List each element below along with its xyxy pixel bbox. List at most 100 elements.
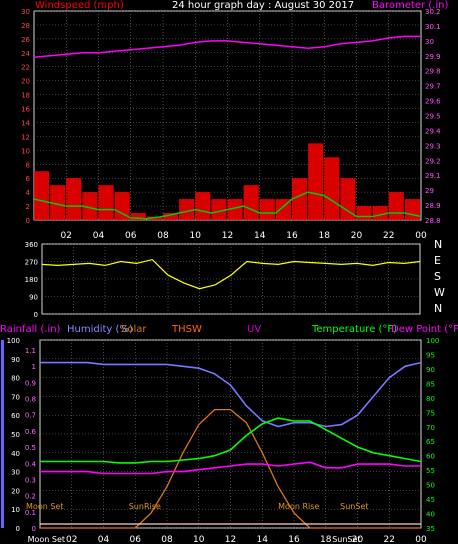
rain-tick-label: 0.2 [25, 493, 36, 501]
temperature-tick-label: 70 [426, 424, 435, 432]
rain-tick-label: 0.5 [25, 444, 36, 452]
temperature-tick-label: 90 [426, 366, 435, 374]
x-tick-label: 18 [319, 231, 331, 241]
direction-tick-label: 90 [29, 294, 38, 302]
dewpoint-line [40, 461, 421, 475]
x-tick-label: 02 [61, 231, 72, 241]
compass-label: N [434, 238, 442, 251]
wind-tick-label: 14 [21, 119, 30, 127]
wind-tick-label: 10 [21, 147, 30, 155]
temperature-tick-label: 80 [426, 395, 435, 403]
temperature-tick-label: 60 [426, 453, 435, 461]
barometer-tick-label: 28.8 [425, 217, 441, 225]
wind-axis-label: Windspeed (mph) [35, 0, 124, 11]
temperature-line [40, 417, 422, 464]
x-tick-label: 14 [254, 231, 266, 241]
barometer-tick-label: 29 [425, 187, 434, 195]
wind-speed-bar [308, 143, 324, 220]
dewpoint-axis-label: Dew Point (°F) [391, 324, 458, 335]
x-tick-label: 00 [415, 231, 427, 241]
wind-speed-bar [259, 199, 275, 220]
x-tick-label: 20 [351, 231, 363, 241]
humidity-tick-label: 40 [11, 450, 20, 458]
wind-direction-line [41, 258, 421, 290]
wind-speed-bar [34, 171, 50, 220]
x-tick-label: 06 [130, 535, 142, 544]
wind-speed-bar [227, 199, 243, 220]
humidity-line [40, 361, 422, 428]
x-tick-label: 12 [225, 535, 236, 544]
wind-speed-bar [82, 192, 98, 220]
wind-speed-bar [211, 199, 227, 220]
wind-tick-label: 0 [26, 217, 30, 225]
wind-tick-label: 16 [21, 106, 30, 114]
x-tick-label: 22 [383, 231, 394, 241]
x-tick-label: 08 [161, 535, 173, 544]
rain-tick-label: 0.9 [25, 379, 36, 387]
x-tick-label: 08 [157, 231, 169, 241]
sun-moon-annotation: Moon Set [28, 535, 65, 544]
rain-tick-label: 0.7 [25, 412, 36, 420]
temperature-tick-label: 35 [426, 525, 435, 533]
rain-tick-label: 0 [32, 525, 36, 533]
temperature-tick-label: 50 [426, 482, 435, 490]
barometer-tick-label: 29.8 [425, 68, 441, 76]
wind-tick-label: 12 [21, 133, 30, 141]
x-tick-label: 10 [193, 535, 205, 544]
rain-scale-bar [1, 340, 4, 528]
wind-tick-label: 24 [21, 50, 30, 58]
temperature-tick-label: 45 [426, 496, 435, 504]
wind-speed-bar [275, 199, 291, 220]
wind-speed-bar [195, 192, 211, 220]
wind-tick-label: 2 [26, 203, 30, 211]
solar-line [40, 408, 421, 529]
sun-moon-annotation: Moon Set [26, 502, 63, 511]
wind-speed-bar [324, 157, 340, 220]
compass-label: W [434, 286, 445, 299]
temperature-tick-label: 85 [426, 380, 435, 388]
barometer-tick-label: 30.1 [425, 23, 441, 31]
sun-moon-annotation: SunSet [340, 502, 368, 511]
compass-label: S [434, 270, 441, 283]
wind-tick-label: 28 [21, 22, 30, 30]
temperature-tick-label: 75 [426, 409, 435, 417]
direction-tick-label: 180 [25, 276, 38, 284]
barometer-tick-label: 28.9 [425, 202, 441, 210]
wind-tick-label: 8 [26, 161, 30, 169]
x-tick-label: 02 [66, 535, 77, 544]
barometer-tick-label: 29.3 [425, 142, 441, 150]
temperature-tick-label: 55 [426, 467, 435, 475]
x-tick-label: 16 [286, 231, 298, 241]
temperature-tick-label: 100 [426, 337, 439, 345]
barometer-axis-label: Barometer (.in) [372, 0, 448, 11]
x-tick-label: 04 [98, 535, 110, 544]
direction-tick-label: 0 [34, 311, 38, 319]
wind-gust-line [33, 191, 422, 220]
x-tick-label: 00 [415, 535, 427, 544]
barometer-tick-label: 29.7 [425, 83, 441, 91]
barometer-tick-label: 30.2 [425, 8, 441, 16]
humidity-tick-label: 30 [11, 469, 20, 477]
wind-speed-bar [388, 192, 404, 220]
wind-tick-label: 18 [21, 92, 30, 100]
rain-axis-label: Rainfall (.in) [0, 324, 61, 335]
humidity-tick-label: 80 [11, 375, 20, 383]
rain-tick-label: 0.8 [25, 396, 36, 404]
chart-title: 24 hour graph day : August 30 2017 [172, 0, 354, 11]
humidity-tick-label: 10 [11, 506, 20, 514]
thsw-axis-label: THSW [171, 324, 202, 335]
wind-speed-bar [372, 206, 388, 220]
sun-moon-annotation: SunRise [129, 502, 161, 511]
barometer-tick-label: 29.6 [425, 98, 441, 106]
uv-axis-label: UV [247, 324, 261, 335]
rain-tick-label: 0.4 [25, 460, 37, 468]
sun-moon-annotation: SunSet [332, 535, 360, 544]
wind-tick-label: 22 [21, 64, 30, 72]
humidity-tick-label: 90 [11, 356, 20, 364]
x-tick-label: 14 [257, 535, 269, 544]
rain-tick-label: 0.1 [25, 509, 36, 517]
wind-speed-bar [50, 185, 66, 220]
temperature-axis-label: Temperature (°F) [311, 324, 397, 335]
temperature-tick-label: 95 [426, 351, 435, 359]
